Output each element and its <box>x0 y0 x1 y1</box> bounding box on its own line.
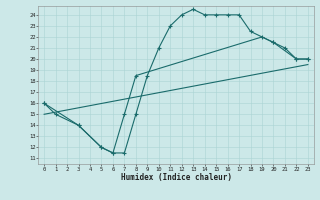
X-axis label: Humidex (Indice chaleur): Humidex (Indice chaleur) <box>121 173 231 182</box>
